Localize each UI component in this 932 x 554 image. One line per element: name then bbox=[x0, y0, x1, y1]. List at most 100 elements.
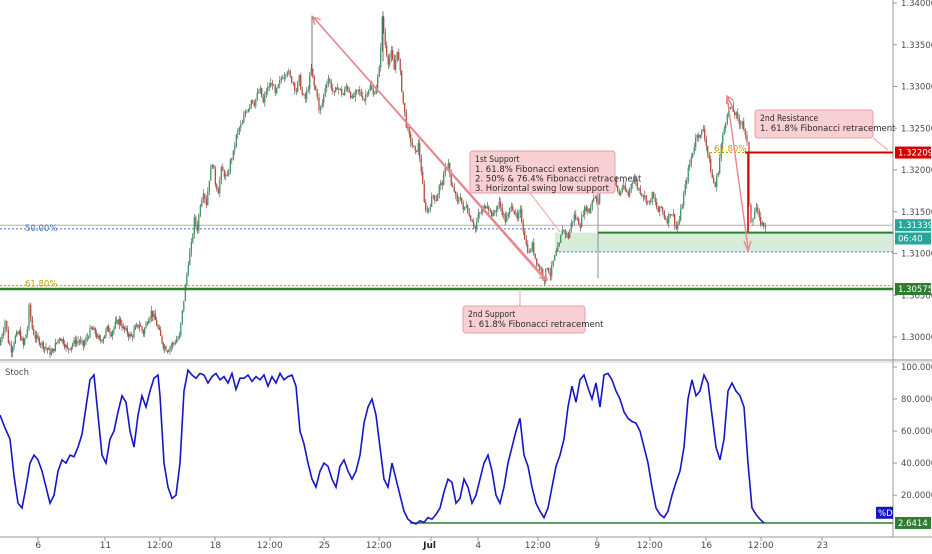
candle-body bbox=[360, 91, 362, 96]
candle-body bbox=[327, 78, 329, 85]
annotation-resistance-2-pointer bbox=[872, 137, 889, 151]
candle-body bbox=[563, 230, 565, 231]
candle-body bbox=[307, 89, 309, 91]
candle-body bbox=[714, 182, 716, 187]
annotation-support-2-box bbox=[462, 305, 586, 334]
candle-body bbox=[116, 320, 118, 322]
candle-body bbox=[383, 17, 385, 33]
candle-body bbox=[548, 268, 550, 273]
candle-body bbox=[173, 342, 175, 344]
candle-body bbox=[198, 215, 200, 231]
candle-body bbox=[375, 88, 377, 94]
candle-body bbox=[533, 242, 535, 254]
candle-body bbox=[554, 255, 556, 261]
annotation-resistance-2-box bbox=[754, 109, 874, 139]
candle-body bbox=[353, 95, 355, 98]
candle-body bbox=[510, 206, 512, 208]
candle-body bbox=[184, 285, 186, 301]
candle-body bbox=[250, 100, 252, 106]
candle-body bbox=[160, 329, 162, 336]
candle-body bbox=[24, 338, 26, 345]
candle-body bbox=[539, 265, 541, 270]
candle-body bbox=[521, 208, 523, 223]
annotation-support-1-line: 3. Horizontal swing low support bbox=[475, 184, 610, 194]
candle-body bbox=[626, 190, 628, 193]
candle-body bbox=[635, 178, 637, 182]
candle-body bbox=[408, 127, 410, 134]
candle-body bbox=[668, 214, 670, 224]
candle-body bbox=[316, 90, 318, 98]
candle-body bbox=[486, 206, 488, 209]
candle-body bbox=[596, 196, 598, 202]
stoch-series-tag: %D bbox=[878, 509, 893, 519]
candle-body bbox=[271, 83, 273, 85]
candle-body bbox=[696, 134, 698, 138]
candle-body bbox=[473, 222, 475, 227]
candle-body bbox=[443, 173, 445, 186]
candle-body bbox=[449, 163, 451, 174]
candle-body bbox=[157, 325, 159, 328]
candle-body bbox=[633, 178, 635, 183]
candle-body bbox=[101, 340, 103, 342]
swing-arrow-leg-head bbox=[743, 240, 752, 254]
price-tag-countdown: 06:40 bbox=[898, 234, 923, 244]
candle-body bbox=[256, 92, 258, 99]
candle-body bbox=[211, 164, 213, 168]
candle-body bbox=[344, 88, 346, 95]
candle-body bbox=[464, 207, 466, 210]
candle-body bbox=[303, 94, 305, 95]
candle-body bbox=[94, 328, 96, 334]
candle-body bbox=[195, 217, 197, 225]
candle-body bbox=[434, 195, 436, 200]
candle-body bbox=[10, 344, 12, 353]
candle-body bbox=[140, 325, 142, 327]
candle-body bbox=[470, 215, 472, 221]
candle-body bbox=[238, 127, 240, 131]
candle-body bbox=[193, 217, 195, 235]
candle-body bbox=[744, 129, 746, 135]
candle-body bbox=[519, 208, 521, 214]
time-tick-label: 12:00 bbox=[147, 541, 173, 550]
candle-body bbox=[105, 329, 107, 336]
candle-body bbox=[579, 224, 581, 228]
candle-body bbox=[422, 171, 424, 184]
candle-body bbox=[69, 349, 71, 350]
price-tag-support: 1.30575 bbox=[898, 285, 932, 295]
candle-body bbox=[104, 335, 106, 339]
candle-body bbox=[732, 106, 734, 112]
stoch-last-value: 2.6414 bbox=[898, 519, 928, 529]
candle-body bbox=[259, 87, 261, 93]
candle-body bbox=[683, 193, 685, 206]
candle-body bbox=[304, 94, 306, 99]
candle-body bbox=[164, 346, 166, 349]
candle-body bbox=[594, 196, 596, 198]
candle-body bbox=[444, 167, 446, 173]
candle-body bbox=[25, 334, 27, 339]
candle-body bbox=[125, 328, 127, 330]
stoch-tick-label: 100.0000 bbox=[901, 363, 932, 373]
candle-body bbox=[350, 92, 352, 98]
swing-arrow-mini bbox=[726, 95, 734, 109]
candle-body bbox=[253, 103, 255, 106]
candle-body bbox=[641, 193, 643, 196]
candle-body bbox=[118, 318, 120, 325]
candle-body bbox=[461, 197, 463, 204]
candle-body bbox=[320, 106, 322, 111]
annotation-support-1-pointer bbox=[529, 192, 561, 233]
candle-body bbox=[56, 342, 58, 344]
candle-body bbox=[740, 124, 742, 126]
candle-body bbox=[440, 182, 442, 186]
candle-body bbox=[298, 75, 300, 82]
candle-body bbox=[270, 83, 272, 88]
candle-body bbox=[401, 70, 403, 92]
candle-body bbox=[97, 335, 99, 338]
candle-body bbox=[483, 205, 485, 209]
candle-body bbox=[590, 206, 592, 213]
candle-body bbox=[58, 338, 60, 340]
time-tick-label: 11 bbox=[100, 541, 111, 550]
candle-body bbox=[96, 333, 98, 338]
candle-body bbox=[223, 171, 225, 177]
candle-body bbox=[148, 320, 150, 324]
